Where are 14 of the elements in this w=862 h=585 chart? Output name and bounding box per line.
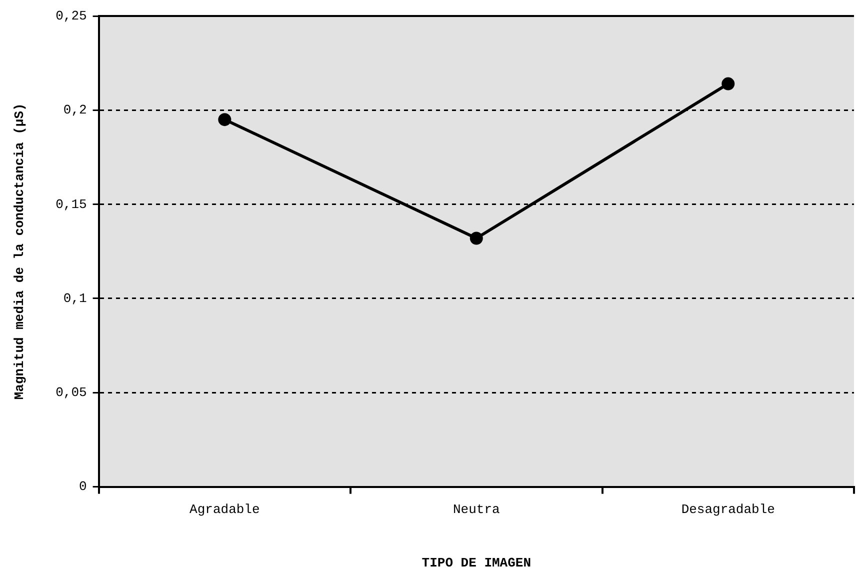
x-axis-title: TIPO DE IMAGEN (422, 555, 532, 570)
x-tick-label: Desagradable (681, 502, 775, 518)
y-axis-title: Magnitud media de la conductancia (µS) (12, 103, 28, 400)
x-tick-label: Agradable (190, 502, 260, 518)
y-tick-label: 0,15 (56, 196, 87, 212)
y-tick-label: 0,1 (63, 290, 87, 306)
y-tick-label: 0 (78, 479, 87, 494)
y-tick-label: 0,2 (63, 102, 87, 118)
point (470, 232, 483, 245)
x-tick-label: Neutra (452, 502, 500, 518)
y-tick-label: 0,25 (56, 8, 87, 24)
point (722, 77, 735, 90)
y-tick-label: 0,05 (56, 385, 87, 400)
point (218, 113, 232, 126)
